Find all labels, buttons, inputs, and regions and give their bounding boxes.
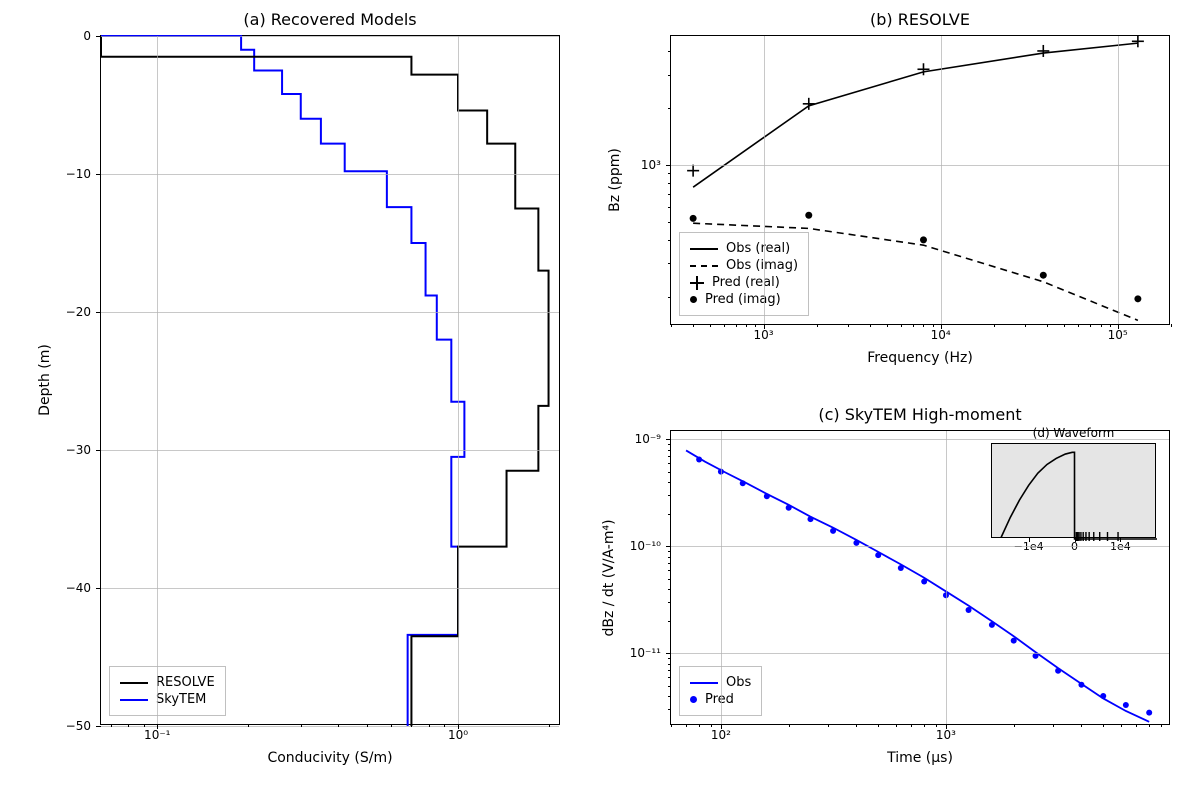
panel-a-title: (a) Recovered Models [101, 10, 559, 29]
legend-swatch-pred [690, 696, 697, 703]
legend-swatch-obs [690, 682, 718, 684]
legend-swatch-resolve [120, 682, 148, 684]
legend-swatch-skytem [120, 699, 148, 701]
legend-swatch-plus [690, 276, 704, 290]
panel-d-plot [992, 444, 1200, 594]
legend-item-pred-imag: Pred (imag) [690, 292, 798, 307]
panel-a-xlabel: Conducivity (S/m) [101, 750, 559, 766]
legend-item-obs-imag: Obs (imag) [690, 258, 798, 273]
panel-b-resolve: (b) RESOLVE Frequency (Hz) Bz (ppm) Obs … [670, 35, 1170, 325]
legend-label-obs: Obs [726, 675, 751, 690]
panel-c-plot [671, 431, 971, 581]
panel-c-ylabel: dBz / dt (V/A-m⁴) [601, 519, 617, 636]
panel-c-xlabel: Time (μs) [671, 750, 1169, 766]
legend-swatch-line-solid [690, 248, 718, 250]
panel-a-legend: RESOLVE SkyTEM [109, 666, 226, 716]
legend-item-skytem: SkyTEM [120, 692, 215, 707]
legend-label-pred: Pred [705, 692, 734, 707]
legend-item-obs-real: Obs (real) [690, 241, 798, 256]
panel-c-title: (c) SkyTEM High-moment [671, 405, 1169, 424]
panel-d-waveform-inset: (d) Waveform −1e401e4 [991, 443, 1156, 538]
panel-b-plot [671, 36, 971, 186]
panel-b-xlabel: Frequency (Hz) [671, 350, 1169, 366]
legend-label-resolve: RESOLVE [156, 675, 215, 690]
legend-item-pred-real: Pred (real) [690, 275, 798, 290]
panel-a-ylabel: Depth (m) [37, 344, 53, 416]
panel-a-plot [101, 36, 401, 186]
panel-b-legend: Obs (real) Obs (imag) Pred (real) Pred (… [679, 232, 809, 316]
panel-b-title: (b) RESOLVE [671, 10, 1169, 29]
legend-swatch-line-dashed [690, 265, 718, 267]
legend-label-obs-real: Obs (real) [726, 241, 790, 256]
panel-d-title: (d) Waveform [992, 426, 1155, 440]
legend-label-pred-imag: Pred (imag) [705, 292, 781, 307]
legend-label-pred-real: Pred (real) [712, 275, 780, 290]
legend-swatch-dot [690, 296, 697, 303]
figure-root: (a) Recovered Models Conducivity (S/m) D… [0, 0, 1200, 800]
panel-a-recovered-models: (a) Recovered Models Conducivity (S/m) D… [100, 35, 560, 725]
panel-c-skytem: (c) SkyTEM High-moment Time (μs) dBz / d… [670, 430, 1170, 725]
panel-b-ylabel: Bz (ppm) [607, 148, 623, 212]
legend-label-obs-imag: Obs (imag) [726, 258, 798, 273]
legend-label-skytem: SkyTEM [156, 692, 206, 707]
legend-item-resolve: RESOLVE [120, 675, 215, 690]
